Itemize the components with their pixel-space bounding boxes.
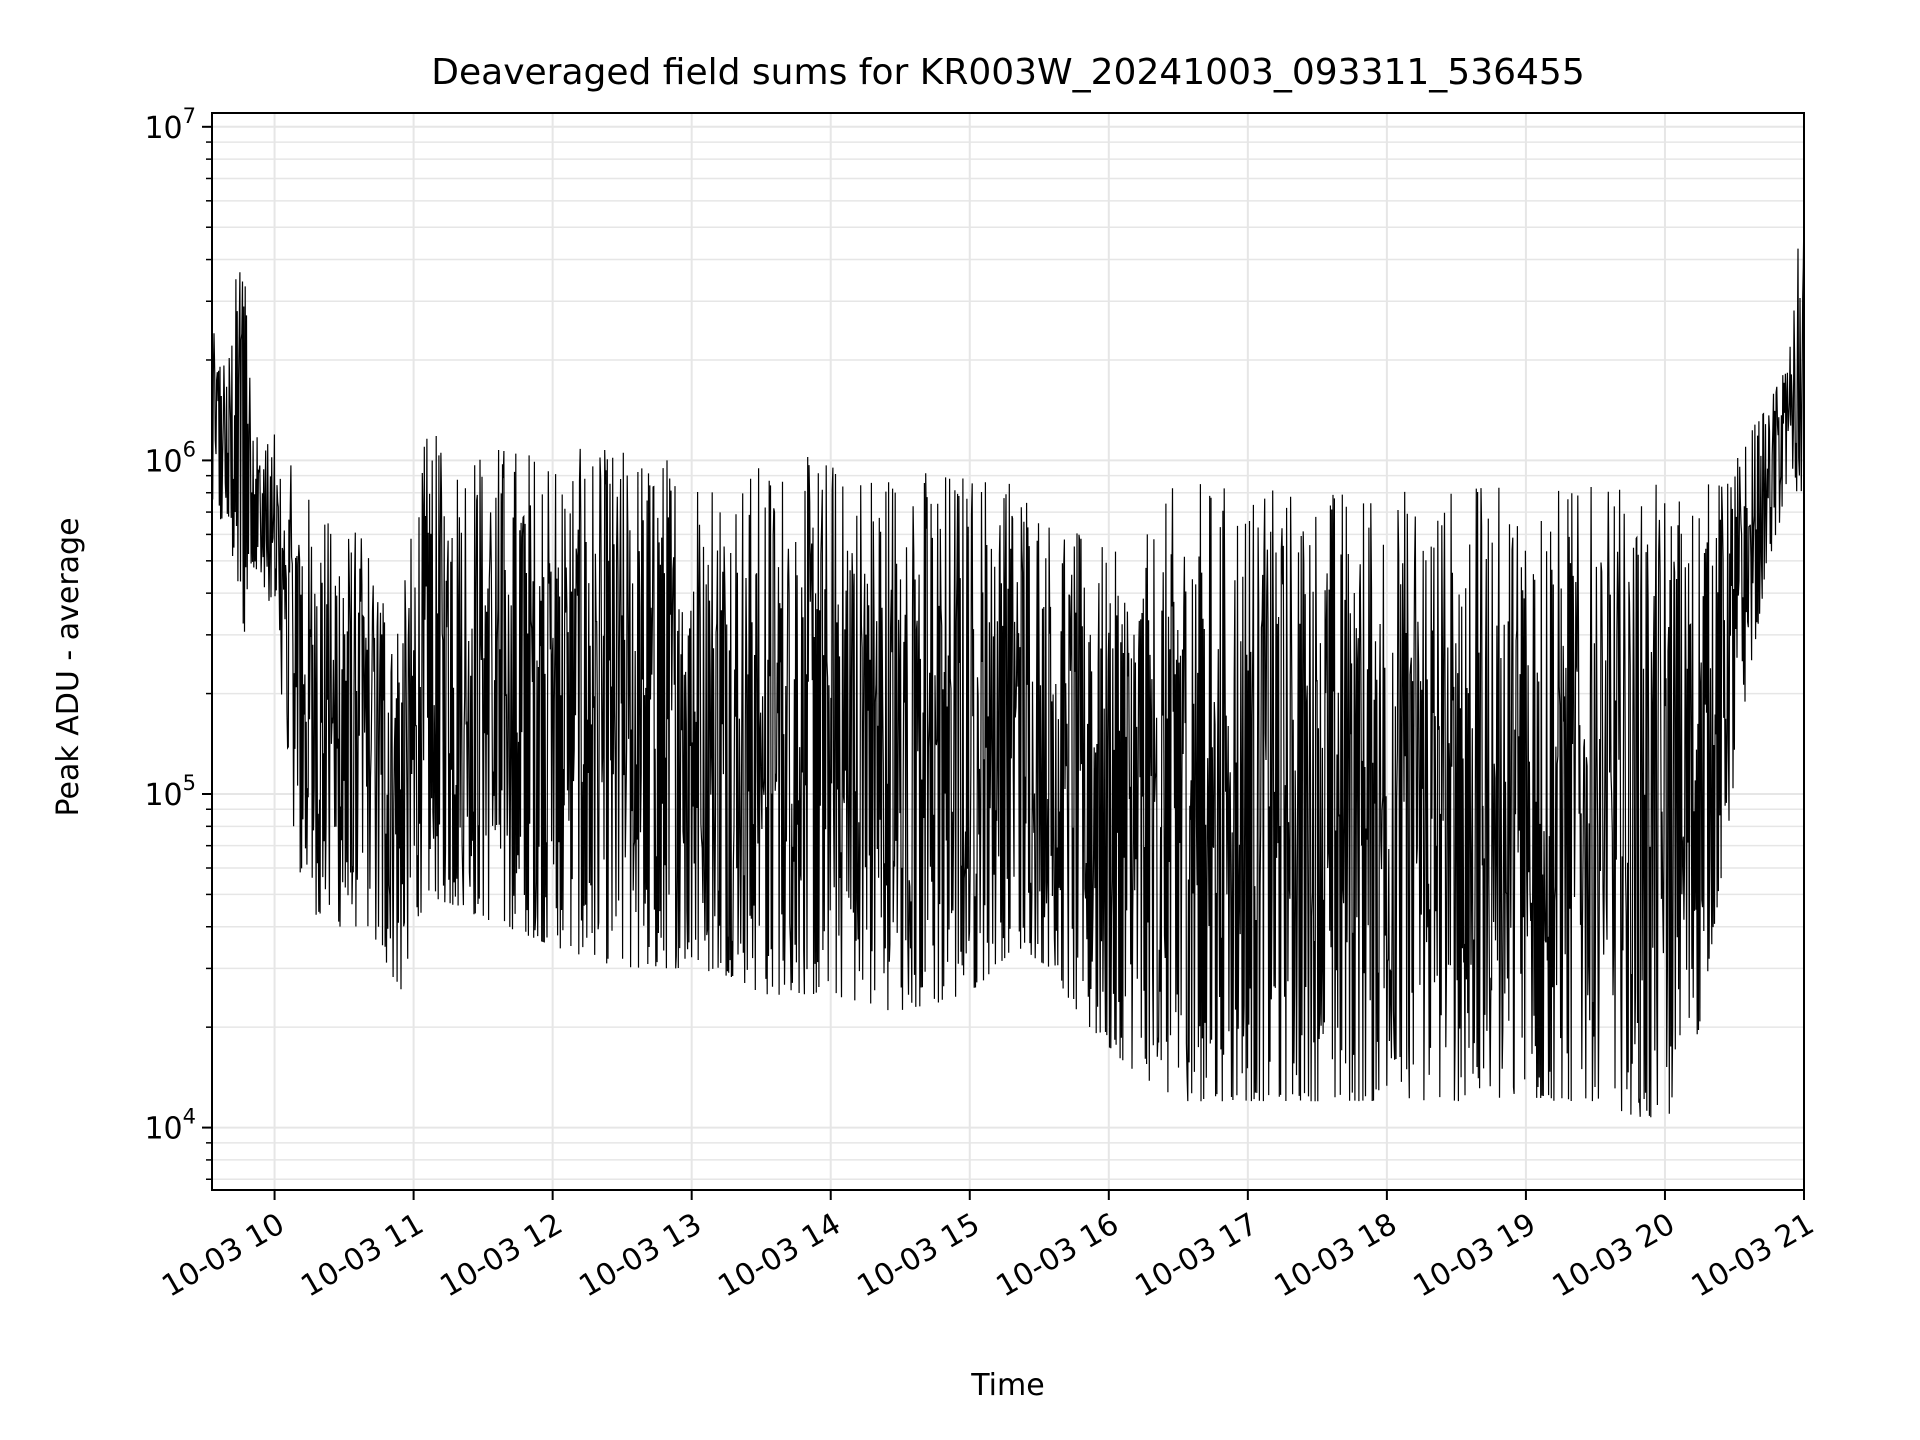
chart-title: Deaveraged field sums for KR003W_2024100…: [431, 52, 1584, 93]
series-layer: [211, 206, 1805, 1118]
x-axis-label: Time: [970, 1368, 1044, 1403]
y-tick-label: 104: [144, 1105, 196, 1147]
y-tick-label: 105: [144, 771, 196, 813]
y-axis-label: Peak ADU - average: [51, 517, 86, 816]
y-axis: 104 105 106 107: [144, 104, 212, 1181]
plot-frame: [211, 112, 1805, 1191]
y-tick-label: 106: [144, 437, 196, 479]
series-line: [211, 206, 1805, 1118]
y-tick-label: 107: [144, 104, 196, 146]
